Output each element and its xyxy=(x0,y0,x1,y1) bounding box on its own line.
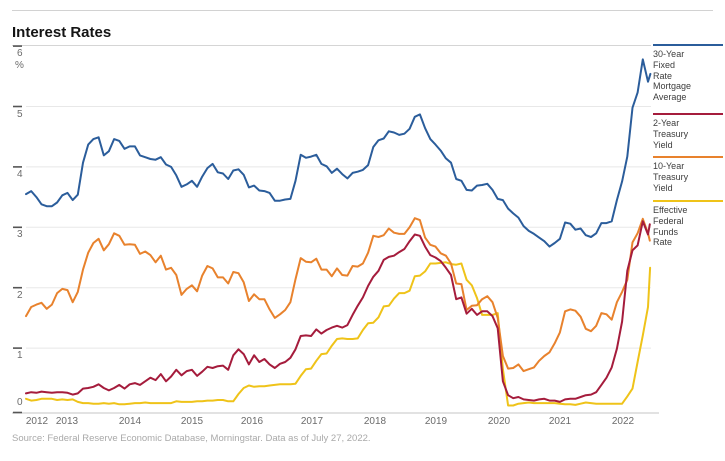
x-tick-label-2021: 2021 xyxy=(548,416,572,427)
x-tick-label-2018: 2018 xyxy=(363,416,387,427)
title-divider xyxy=(12,45,651,46)
x-tick-label-2020: 2020 xyxy=(487,416,511,427)
legend-item-mortgage-30yr: 30-Year Fixed Rate Mortgage Average xyxy=(653,44,723,103)
legend-label-treasury-10yr: 10-Year Treasury Yield xyxy=(653,161,689,193)
y-tick-label-5: 5 xyxy=(17,108,23,120)
x-tick-label-2017: 2017 xyxy=(300,416,324,427)
y-tick-label-6: 6 xyxy=(17,48,23,60)
y-tick-label-0: 0 xyxy=(17,397,23,408)
legend-label-mortgage-30yr: 30-Year Fixed Rate Mortgage Average xyxy=(653,49,692,103)
y-axis-unit: % xyxy=(15,60,24,72)
legend-swatch-mortgage-30yr xyxy=(653,44,723,46)
y-tick-label-2: 2 xyxy=(17,289,23,301)
legend-swatch-fed-funds xyxy=(653,200,723,202)
legend-swatch-treasury-2yr xyxy=(653,113,723,115)
y-tick-label-1: 1 xyxy=(17,350,23,362)
x-tick-label-2015: 2015 xyxy=(180,416,204,427)
page-title: Interest Rates xyxy=(12,24,112,42)
series-line-treasury-10yr xyxy=(25,217,651,373)
legend-swatch-treasury-10yr xyxy=(653,156,723,158)
x-tick-label-2014: 2014 xyxy=(118,416,142,427)
series-line-fed-funds xyxy=(25,261,652,407)
x-tick-label-2012: 2012 xyxy=(25,416,49,427)
x-tick-label-2016: 2016 xyxy=(240,416,264,427)
y-tick-label-3: 3 xyxy=(17,229,23,241)
legend-item-fed-funds: Effective Federal Funds Rate xyxy=(653,200,723,248)
top-divider xyxy=(12,10,713,11)
source-note: Source: Federal Reserve Economic Databas… xyxy=(12,433,371,444)
y-tick-label-4: 4 xyxy=(17,168,23,180)
legend-label-fed-funds: Effective Federal Funds Rate xyxy=(653,205,688,248)
x-tick-label-2019: 2019 xyxy=(424,416,448,427)
legend-item-treasury-2yr: 2-Year Treasury Yield xyxy=(653,113,723,150)
x-tick-label-2013: 2013 xyxy=(55,416,79,427)
series-line-treasury-2yr xyxy=(25,220,651,403)
series-line-mortgage-30yr xyxy=(25,58,652,248)
x-tick-label-2022: 2022 xyxy=(611,416,635,427)
legend-item-treasury-10yr: 10-Year Treasury Yield xyxy=(653,156,723,193)
legend-label-treasury-2yr: 2-Year Treasury Yield xyxy=(653,118,689,150)
